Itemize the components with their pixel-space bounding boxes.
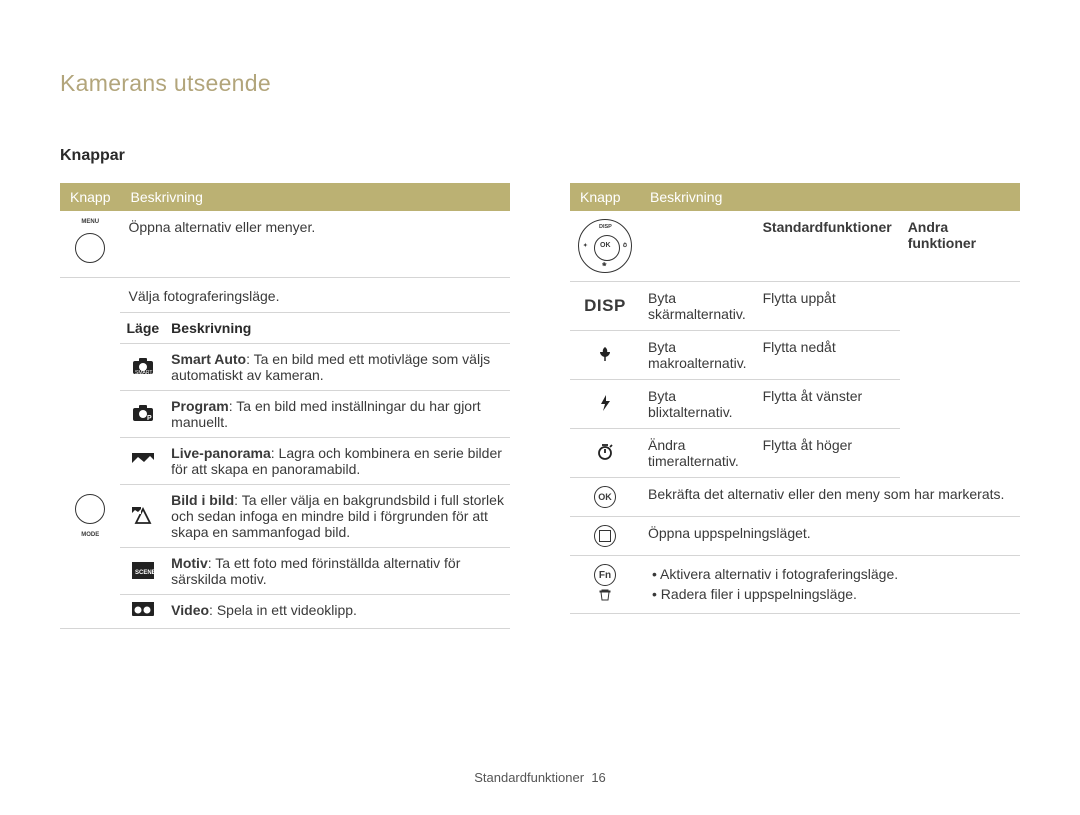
fn-list: • Aktivera alternativ i fotograferingslä… xyxy=(648,564,1012,604)
header-knapp: Knapp xyxy=(60,183,120,211)
header-beskrivning: Beskrivning xyxy=(120,183,510,211)
scene-icon: SCENE xyxy=(131,566,155,582)
ok-icon: OK xyxy=(594,486,616,508)
table-row: DISP ✦ OK ⏱ ❀ Standardfunktioner Andra f… xyxy=(570,211,1020,282)
mode-name: Program xyxy=(171,398,229,414)
video-icon xyxy=(131,605,155,621)
table-row: OK Bekräfta det alternativ eller den men… xyxy=(570,478,1020,517)
program-icon: P xyxy=(132,409,154,425)
table-row: Bild i bild: Ta eller välja en bakgrunds… xyxy=(120,485,510,548)
dpad-andra: Flytta nedåt xyxy=(755,331,900,380)
dpad-standard: Byta makroalternativ. xyxy=(640,331,755,380)
table-row: Byta makroalternativ. Flytta nedåt xyxy=(570,331,1020,380)
macro-icon xyxy=(596,345,614,363)
dpad-andra: Flytta åt vänster xyxy=(755,380,900,429)
table-row: Video: Spela in ett videoklipp. xyxy=(120,595,510,629)
content-columns: Knapp Beskrivning MENU Öppna alternativ … xyxy=(60,183,1020,629)
mode-name: Video xyxy=(171,602,209,618)
table-row: Öppna uppspelningsläget. xyxy=(570,517,1020,556)
table-row: MODE Välja fotograferingsläge. Läge Besk… xyxy=(60,278,510,629)
dpad-standard: Byta blixtalternativ. xyxy=(640,380,755,429)
mode-name: Motiv xyxy=(171,555,208,571)
list-item: • Aktivera alternativ i fotograferingslä… xyxy=(652,564,1012,584)
fn-icon: Fn xyxy=(578,564,632,586)
header-beskrivning: Beskrivning xyxy=(640,183,1020,211)
list-item: • Radera filer i uppspelningsläge. xyxy=(652,584,1012,604)
mode-inner-table: Läge Beskrivning SMART Smart Auto: Ta en… xyxy=(120,313,510,628)
section-heading: Knappar xyxy=(60,147,1020,165)
svg-text:P: P xyxy=(147,415,152,422)
mode-section-title: Välja fotograferingsläge. xyxy=(120,278,510,313)
table-row: P Program: Ta en bild med inställningar … xyxy=(120,391,510,438)
page-footer: Standardfunktioner 16 xyxy=(0,770,1080,785)
mode-text: : Spela in ett videoklipp. xyxy=(209,602,357,618)
table-row: Fn • Aktivera alternativ i fotografering… xyxy=(570,556,1020,614)
playback-icon xyxy=(594,525,616,547)
table-header: Knapp Beskrivning xyxy=(570,183,1020,211)
left-column: Knapp Beskrivning MENU Öppna alternativ … xyxy=(60,183,510,629)
table-header: Knapp Beskrivning xyxy=(60,183,510,211)
table-row: DISP Byta skärmalternativ. Flytta uppåt xyxy=(570,282,1020,331)
dpad-andra: Flytta åt höger xyxy=(755,429,900,478)
table-row: Live-panorama: Lagra och kombinera en se… xyxy=(120,438,510,485)
mode-name: Live-panorama xyxy=(171,445,271,461)
flash-icon xyxy=(598,394,612,412)
mode-name: Smart Auto xyxy=(171,351,246,367)
left-table: Knapp Beskrivning MENU Öppna alternativ … xyxy=(60,183,510,629)
dpad-standard: Ändra timeralternativ. xyxy=(640,429,755,478)
disp-icon: DISP xyxy=(584,296,626,315)
table-row: Byta blixtalternativ. Flytta åt vänster xyxy=(570,380,1020,429)
menu-button-icon: MENU xyxy=(68,219,112,269)
play-desc: Öppna uppspelningsläget. xyxy=(640,517,1020,556)
smart-auto-icon: SMART xyxy=(132,362,154,378)
svg-text:SMART: SMART xyxy=(135,370,152,375)
ok-desc: Bekräfta det alternativ eller den meny s… xyxy=(640,478,1020,517)
table-row: MENU Öppna alternativ eller menyer. xyxy=(60,211,510,278)
panorama-icon xyxy=(131,455,155,471)
header-knapp: Knapp xyxy=(570,183,640,211)
dpad-icon: DISP ✦ OK ⏱ ❀ xyxy=(578,219,632,273)
inner-header-andra: Andra funktioner xyxy=(900,211,1020,282)
mode-text: : Ta ett foto med förinställda alternati… xyxy=(171,555,460,587)
mode-name: Bild i bild xyxy=(171,492,234,508)
right-column: Knapp Beskrivning DISP ✦ OK ⏱ ❀ Standard… xyxy=(570,183,1020,629)
table-row: Ändra timeralternativ. Flytta åt höger xyxy=(570,429,1020,478)
svg-text:SCENE: SCENE xyxy=(135,570,155,576)
trash-icon xyxy=(598,588,612,605)
dpad-andra: Flytta uppåt xyxy=(755,282,900,331)
timer-icon xyxy=(596,443,614,461)
right-table: Knapp Beskrivning DISP ✦ OK ⏱ ❀ Standard… xyxy=(570,183,1020,614)
menu-desc: Öppna alternativ eller menyer. xyxy=(120,211,510,278)
table-row: SCENE Motiv: Ta ett foto med förinställd… xyxy=(120,548,510,595)
mode-button-icon: MODE xyxy=(68,488,112,538)
pip-icon xyxy=(132,512,154,528)
inner-header-standard: Standardfunktioner xyxy=(755,211,900,282)
inner-table-header: Läge Beskrivning xyxy=(120,313,510,344)
dpad-standard: Byta skärmalternativ. xyxy=(640,282,755,331)
table-row: SMART Smart Auto: Ta en bild med ett mot… xyxy=(120,344,510,391)
page-title: Kamerans utseende xyxy=(60,70,1020,97)
